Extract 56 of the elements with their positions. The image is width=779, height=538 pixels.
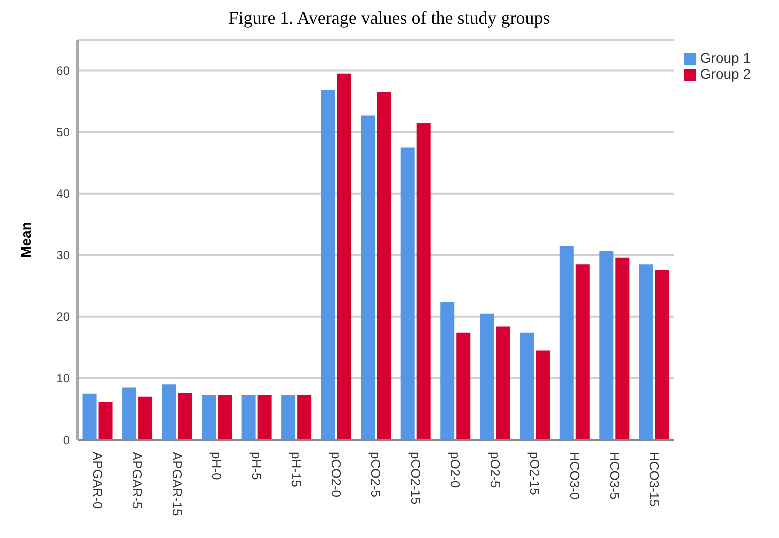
bar bbox=[82, 394, 97, 440]
legend-label: Group 2 bbox=[700, 66, 751, 82]
bar bbox=[456, 332, 471, 440]
bar bbox=[337, 74, 352, 440]
bar bbox=[242, 395, 256, 440]
x-tick-label: pCO2-5 bbox=[368, 452, 384, 498]
bar bbox=[122, 388, 137, 440]
bar bbox=[400, 148, 415, 440]
bar bbox=[98, 402, 113, 440]
x-tick-label: APGAR-5 bbox=[130, 452, 146, 510]
bar bbox=[480, 314, 494, 440]
x-tick-label: APGAR-15 bbox=[170, 452, 185, 516]
bar bbox=[440, 302, 455, 440]
bar bbox=[162, 384, 176, 440]
x-tick-label: pCO2-0 bbox=[328, 452, 344, 498]
x-tick-label: pH-0 bbox=[210, 452, 225, 480]
x-tick-label: pO2-5 bbox=[488, 452, 503, 488]
bar bbox=[416, 123, 431, 440]
x-tick-label: HCO3-15 bbox=[647, 452, 662, 507]
bar bbox=[639, 264, 654, 440]
y-tick-label: 40 bbox=[56, 187, 70, 202]
bar bbox=[560, 246, 574, 440]
bar bbox=[377, 92, 392, 440]
bar bbox=[520, 332, 534, 440]
y-axis-title: Mean bbox=[18, 222, 34, 258]
bar bbox=[218, 395, 232, 440]
x-tick-label: pH-5 bbox=[249, 452, 264, 480]
x-tick-label: pH-15 bbox=[289, 452, 304, 488]
bar bbox=[496, 326, 510, 440]
bar bbox=[600, 251, 614, 440]
y-tick-label: 50 bbox=[56, 126, 70, 140]
x-tick-label: HCO3-0 bbox=[568, 452, 583, 500]
bar bbox=[298, 395, 312, 440]
x-tick-label: pO2-0 bbox=[448, 452, 464, 488]
bar bbox=[321, 90, 336, 440]
legend-label: Group 1 bbox=[700, 50, 751, 66]
bar bbox=[282, 395, 296, 440]
x-tick-label: pO2-15 bbox=[528, 452, 543, 496]
x-tick-label: HCO3-5 bbox=[607, 452, 622, 500]
bar bbox=[178, 393, 192, 440]
y-tick-label: 20 bbox=[56, 310, 70, 324]
y-tick-label: 10 bbox=[56, 372, 70, 386]
bar bbox=[202, 395, 216, 440]
bar bbox=[258, 395, 272, 440]
bar bbox=[576, 264, 590, 440]
y-tick-label: 30 bbox=[56, 248, 70, 263]
bar bbox=[655, 270, 670, 440]
bar bbox=[536, 350, 550, 440]
x-tick-label: APGAR-0 bbox=[90, 452, 106, 510]
bar bbox=[138, 396, 153, 440]
chart-title: Figure 1. Average values of the study groups bbox=[228, 8, 552, 30]
bar bbox=[361, 116, 376, 440]
bar bbox=[616, 258, 630, 440]
x-tick-label: pCO2-15 bbox=[408, 452, 424, 505]
y-tick-label: 0 bbox=[63, 433, 70, 448]
y-tick-label: 60 bbox=[56, 64, 70, 78]
